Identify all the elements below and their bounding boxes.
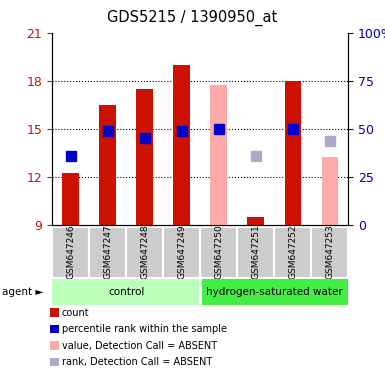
- Bar: [136, 89, 153, 225]
- FancyBboxPatch shape: [52, 227, 89, 278]
- Text: value, Detection Call = ABSENT: value, Detection Call = ABSENT: [62, 341, 217, 351]
- Text: GSM647250: GSM647250: [214, 224, 223, 279]
- Text: GSM647247: GSM647247: [103, 224, 112, 279]
- Bar: [99, 105, 116, 225]
- Text: GSM647253: GSM647253: [325, 224, 335, 279]
- Text: hydrogen-saturated water: hydrogen-saturated water: [206, 287, 343, 297]
- Bar: [248, 217, 264, 225]
- FancyBboxPatch shape: [163, 227, 200, 278]
- Text: GDS5215 / 1390950_at: GDS5215 / 1390950_at: [107, 10, 278, 26]
- Text: GSM647251: GSM647251: [251, 224, 260, 279]
- FancyBboxPatch shape: [274, 227, 311, 278]
- Text: GSM647246: GSM647246: [66, 224, 75, 279]
- FancyBboxPatch shape: [52, 279, 200, 305]
- Bar: [285, 81, 301, 225]
- Text: percentile rank within the sample: percentile rank within the sample: [62, 324, 227, 334]
- Text: GSM647248: GSM647248: [140, 224, 149, 279]
- Bar: [173, 65, 190, 225]
- Text: control: control: [108, 287, 144, 297]
- FancyBboxPatch shape: [311, 227, 348, 278]
- Text: rank, Detection Call = ABSENT: rank, Detection Call = ABSENT: [62, 357, 212, 367]
- FancyBboxPatch shape: [200, 227, 237, 278]
- Text: agent ►: agent ►: [2, 287, 43, 297]
- FancyBboxPatch shape: [200, 279, 348, 305]
- Bar: [210, 86, 227, 225]
- FancyBboxPatch shape: [126, 227, 163, 278]
- Bar: [321, 157, 338, 225]
- Text: GSM647249: GSM647249: [177, 224, 186, 279]
- Bar: [62, 174, 79, 225]
- Text: GSM647252: GSM647252: [288, 224, 297, 279]
- FancyBboxPatch shape: [237, 227, 274, 278]
- Text: count: count: [62, 308, 89, 318]
- FancyBboxPatch shape: [89, 227, 126, 278]
